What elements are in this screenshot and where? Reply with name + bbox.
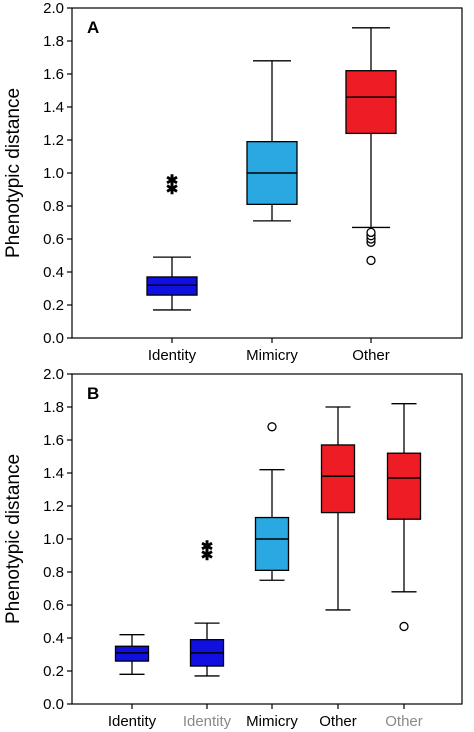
panel-letter: B xyxy=(87,384,99,403)
y-tick-label: 2.0 xyxy=(43,0,64,17)
box-4: Other xyxy=(385,403,423,730)
y-tick-label: 0.8 xyxy=(43,564,64,581)
panel-letter: A xyxy=(87,18,99,37)
box-0: Identity xyxy=(108,634,157,730)
y-tick-label: 2.0 xyxy=(43,366,64,383)
iqr-box xyxy=(320,444,356,514)
y-tick-label: 1.6 xyxy=(43,432,64,449)
iqr-box xyxy=(146,276,198,296)
outlier-star: ✱ xyxy=(201,547,214,564)
category-label: Identity xyxy=(183,713,232,730)
y-tick-label: 1.2 xyxy=(43,498,64,515)
category-label: Mimicry xyxy=(246,347,298,364)
category-label: Other xyxy=(319,713,357,730)
y-tick-label: 0.6 xyxy=(43,597,64,614)
category-label: Other xyxy=(385,713,423,730)
box-2: Other xyxy=(345,27,397,364)
outlier-star: ✱ xyxy=(166,181,179,198)
y-tick-label: 0.0 xyxy=(43,330,64,347)
box-0: Identity ✱✱ xyxy=(146,173,198,364)
box-1: Mimicry xyxy=(246,60,298,364)
y-tick-label: 0.4 xyxy=(43,630,64,647)
outlier-circle xyxy=(366,227,376,238)
outlier-star: ✱ xyxy=(201,539,214,556)
iqr-box xyxy=(114,645,150,662)
category-label: Identity xyxy=(108,713,157,730)
y-tick-label: 0.4 xyxy=(43,264,64,281)
outlier-circle xyxy=(366,255,376,266)
box-3: Other xyxy=(319,406,357,730)
iqr-box xyxy=(254,516,290,571)
iqr-box xyxy=(345,70,397,135)
category-label: Identity xyxy=(148,347,197,364)
y-tick-label: 0.6 xyxy=(43,231,64,248)
y-tick-label: 1.2 xyxy=(43,132,64,149)
y-tick-label: 1.6 xyxy=(43,66,64,83)
y-tick-label: 1.4 xyxy=(43,99,64,116)
y-tick-label: 1.4 xyxy=(43,465,64,482)
y-tick-label: 1.8 xyxy=(43,399,64,416)
y-tick-label: 1.0 xyxy=(43,165,64,182)
y-tick-label: 0.0 xyxy=(43,696,64,713)
outlier-circle xyxy=(399,621,409,632)
y-axis-label: Phenotypic distance xyxy=(3,88,24,258)
y-tick-label: 1.0 xyxy=(43,531,64,548)
panel-a: 0.0 0.2 0.4 0.6 0.8 1.0 1.2 1.4 1.6 1.8 2.0 Phenoty… xyxy=(3,0,463,364)
iqr-box xyxy=(386,452,422,520)
category-label: Mimicry xyxy=(246,713,298,730)
outlier-circle xyxy=(267,422,277,432)
panel-b: 0.0 0.2 0.4 0.6 0.8 1.0 1.2 1.4 1.6 1.8 2.0 Phenoty… xyxy=(3,366,463,730)
y-axis-label: Phenotypic distance xyxy=(3,454,24,624)
outlier-star: ✱ xyxy=(166,173,179,190)
box-1: Identity ✱✱ xyxy=(183,539,232,730)
y-tick-label: 0.2 xyxy=(43,297,64,314)
y-tick-label: 0.2 xyxy=(43,663,64,680)
y-tick-label: 1.8 xyxy=(43,33,64,50)
category-label: Other xyxy=(352,347,390,364)
y-tick-label: 0.8 xyxy=(43,198,64,215)
box-2: Mimicry xyxy=(246,422,298,730)
